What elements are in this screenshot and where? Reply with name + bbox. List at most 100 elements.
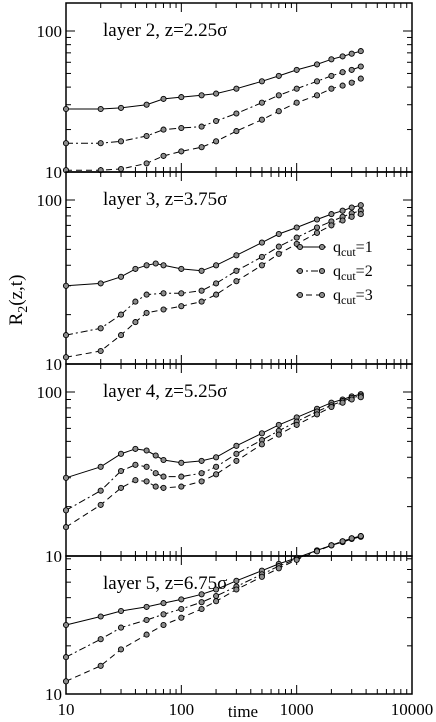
data-point [97,347,104,355]
panel-2: 10 100 layer 2, z=2.25σ [37,2,413,182]
data-point [348,50,355,57]
series-line [66,78,362,171]
series-dash-dot [62,63,364,147]
y-tick-label: 10 [45,547,62,566]
data-point [132,298,139,305]
data-point [357,63,364,70]
legend-entry: qcut=2 [296,263,373,283]
data-point [213,586,220,593]
data-point [213,117,220,125]
data-point [62,354,70,361]
data-point [293,66,300,73]
data-point [160,456,167,464]
data-point [143,603,150,610]
data-point [213,138,220,145]
legend-marker [318,291,326,299]
series-dash-dot [62,392,364,514]
data-point [357,394,364,401]
data-point [293,99,300,106]
data-point [97,501,104,508]
data-point [198,591,205,598]
data-point [117,332,125,339]
data-point [258,253,265,260]
data-point [328,222,335,229]
data-point [143,101,150,108]
data-point [62,140,70,147]
panels: 10 100 layer 2, z=2.25σ 10 100 layer 3, z=3.7… [37,2,413,704]
y-tick-label: 10 [45,355,62,374]
data-point [160,152,167,159]
data-point [313,229,321,236]
data-point [348,79,355,86]
data-point [198,92,205,99]
panel-label: layer 5, z=6.75σ [103,573,227,594]
data-point [97,280,104,287]
data-point [275,243,282,250]
data-point [117,165,125,173]
data-point [293,85,300,92]
data-point [132,477,139,484]
data-point [233,450,240,457]
data-point [97,463,104,470]
panel-3: 10 100 layer 3, z=3.75σ qcut=1 qcut=2 qcut=3 [37,171,413,374]
data-point [97,140,104,147]
data-point [275,72,282,79]
data-point [178,94,185,101]
panel-label: layer 4, z=5.25σ [103,381,227,402]
data-point [160,126,167,133]
data-point [117,104,125,111]
data-point [117,311,125,318]
data-point [233,577,240,584]
data-point [198,287,205,294]
data-point [258,441,265,448]
data-point [313,548,321,555]
data-point [293,224,300,231]
legend-marker [296,267,304,275]
data-point [328,85,335,92]
data-point [152,452,159,459]
data-point [97,105,104,113]
data-point [97,636,104,643]
data-point [233,267,240,274]
series-solid [62,48,364,113]
data-point [62,332,70,339]
data-point [275,421,282,428]
data-point [328,542,335,549]
legend-entry: qcut=3 [296,287,373,307]
y-axis-label: R2(z,t) [6,275,31,326]
data-point [339,82,346,89]
data-point [198,267,205,274]
legend-label: qcut=1 [333,239,373,259]
data-point [117,484,125,491]
data-point [328,56,335,63]
x-axis: 10 100 1000 10000 [58,700,434,719]
data-point [117,138,125,145]
legend-entry: qcut=1 [296,239,373,259]
y-tick-label: 100 [37,191,63,210]
series-dashed [62,75,364,174]
data-point [178,605,185,613]
series-line [66,66,361,144]
data-point [198,478,205,485]
data-point [198,457,205,464]
data-point [357,211,364,218]
data-point [213,454,220,461]
data-point [62,524,70,531]
data-point [160,262,167,269]
data-point [132,461,139,468]
data-point [178,596,185,603]
data-point [97,325,104,332]
data-point [143,463,150,470]
data-point [178,124,185,132]
data-point [132,265,139,272]
data-point [313,411,321,418]
y-tick-label: 100 [37,22,63,41]
data-point [233,442,240,449]
data-point [339,53,346,60]
y-tick-label: 10 [45,685,62,704]
data-point [117,273,125,280]
panel-label: layer 3, z=3.75σ [103,189,227,210]
data-point [143,631,150,638]
data-point [117,450,125,457]
